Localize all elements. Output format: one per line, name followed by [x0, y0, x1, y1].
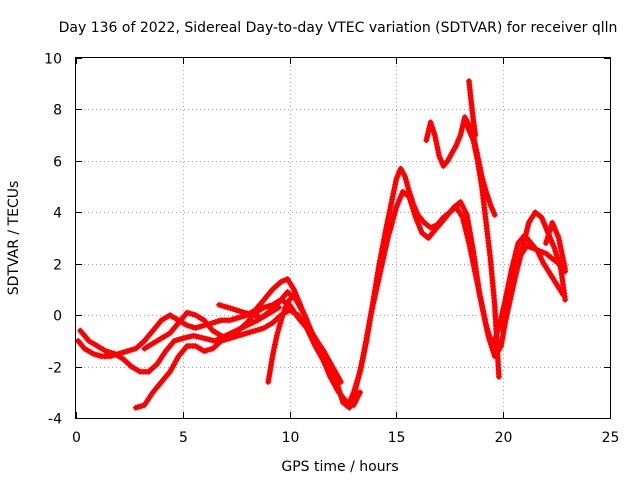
x-axis-label: GPS time / hours	[281, 459, 398, 475]
series-markers	[500, 209, 569, 334]
series-track-5	[216, 301, 282, 321]
series-track-13	[542, 219, 569, 272]
series-markers	[350, 188, 566, 401]
y-tick-label: 8	[53, 103, 62, 119]
x-tick-label: 20	[495, 430, 513, 446]
plot-frame	[75, 57, 611, 419]
x-tick-label: 15	[388, 430, 406, 446]
series-markers	[466, 78, 479, 139]
grid	[76, 58, 610, 418]
y-tick-label: 2	[53, 258, 62, 274]
chart-title: Day 136 of 2022, Sidereal Day-to-day VTE…	[59, 20, 618, 36]
y-tick-label: 6	[53, 155, 62, 171]
series-markers	[216, 301, 282, 321]
y-tick-label: 0	[53, 309, 62, 325]
series-markers	[265, 296, 293, 385]
x-tick-labels: 0 5 10 15 20 25	[72, 430, 619, 446]
y-tick-label: 4	[53, 206, 62, 222]
y-tick-label: -2	[48, 361, 62, 377]
x-tick-label: 5	[179, 430, 188, 446]
series-track-12	[500, 209, 569, 334]
series-markers	[542, 219, 569, 272]
x-tick-label: 10	[282, 430, 300, 446]
series-track-10	[461, 116, 502, 380]
y-tick-labels: -4 -2 0 2 4 6 8 10	[44, 52, 62, 428]
x-tick-label: 25	[602, 430, 620, 446]
series-track-6	[265, 296, 293, 385]
axis-ticks	[76, 58, 611, 419]
series-track-11	[466, 78, 479, 139]
x-tick-label: 0	[72, 430, 81, 446]
y-tick-label: 10	[44, 52, 62, 68]
series-markers	[461, 116, 502, 380]
series-track-8	[350, 188, 566, 401]
data-series	[75, 78, 569, 411]
series-track-4	[141, 296, 344, 385]
y-tick-label: -4	[48, 412, 62, 428]
y-axis-label: SDTVAR / TECUs	[6, 181, 22, 296]
series-markers	[141, 296, 344, 385]
